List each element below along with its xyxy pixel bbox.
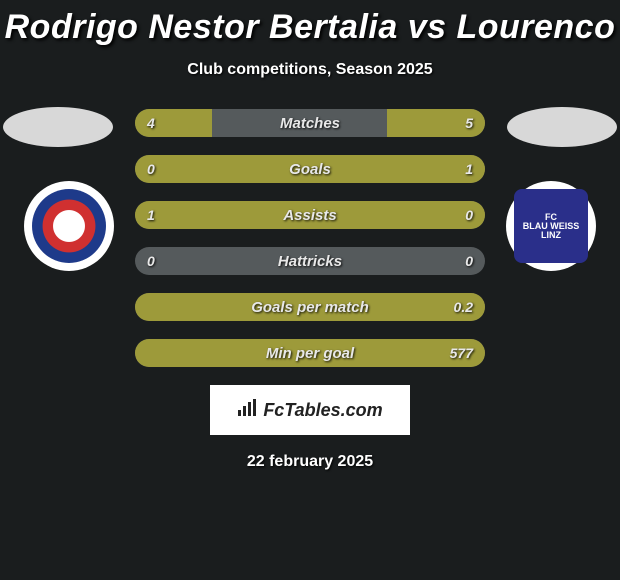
watermark-text: FcTables.com (263, 400, 382, 421)
stat-bar-right-value: 0 (465, 201, 473, 229)
stat-bar-row: Hattricks0 0 (135, 247, 485, 275)
stat-bar-label: Matches (135, 109, 485, 137)
stat-bar-row: Assists1 0 (135, 201, 485, 229)
stat-bar-label: Goals (135, 155, 485, 183)
player-right-photo-placeholder (507, 107, 617, 147)
club-right-badge-graphic: FCBLAU WEISSLINZ (514, 189, 588, 263)
stat-bar-right-value: 1 (465, 155, 473, 183)
date-label: 22 february 2025 (0, 453, 620, 471)
stat-bar-label: Min per goal (135, 339, 485, 367)
stat-bar-left-value: 4 (147, 109, 155, 137)
stat-bar-left-value: 1 (147, 201, 155, 229)
stat-bar-left-value: 0 (147, 247, 155, 275)
stat-bar-left-value: 0 (147, 155, 155, 183)
stat-bar-row: Goals0 1 (135, 155, 485, 183)
chart-icon (237, 399, 259, 422)
player-left-photo-placeholder (3, 107, 113, 147)
club-left-badge-graphic (32, 189, 106, 263)
club-left-badge (24, 181, 114, 271)
stat-bar-row: Matches4 5 (135, 109, 485, 137)
stat-bar-right-value: 0.2 (454, 293, 473, 321)
page-title: Rodrigo Nestor Bertalia vs Lourenco (0, 0, 620, 47)
club-right-badge: FCBLAU WEISSLINZ (506, 181, 596, 271)
watermark: FcTables.com (210, 385, 410, 435)
comparison-panel: FCBLAU WEISSLINZ Matches45Goals01Assists… (0, 109, 620, 367)
stat-bar-label: Assists (135, 201, 485, 229)
stat-bars: Matches45Goals01Assists10Hattricks00Goal… (135, 109, 485, 367)
stat-bar-label: Hattricks (135, 247, 485, 275)
stat-bar-row: Min per goal577 (135, 339, 485, 367)
stat-bar-label: Goals per match (135, 293, 485, 321)
stat-bar-right-value: 0 (465, 247, 473, 275)
stat-bar-row: Goals per match0.2 (135, 293, 485, 321)
stat-bar-right-value: 5 (465, 109, 473, 137)
stat-bar-right-value: 577 (450, 339, 473, 367)
subtitle: Club competitions, Season 2025 (0, 61, 620, 79)
